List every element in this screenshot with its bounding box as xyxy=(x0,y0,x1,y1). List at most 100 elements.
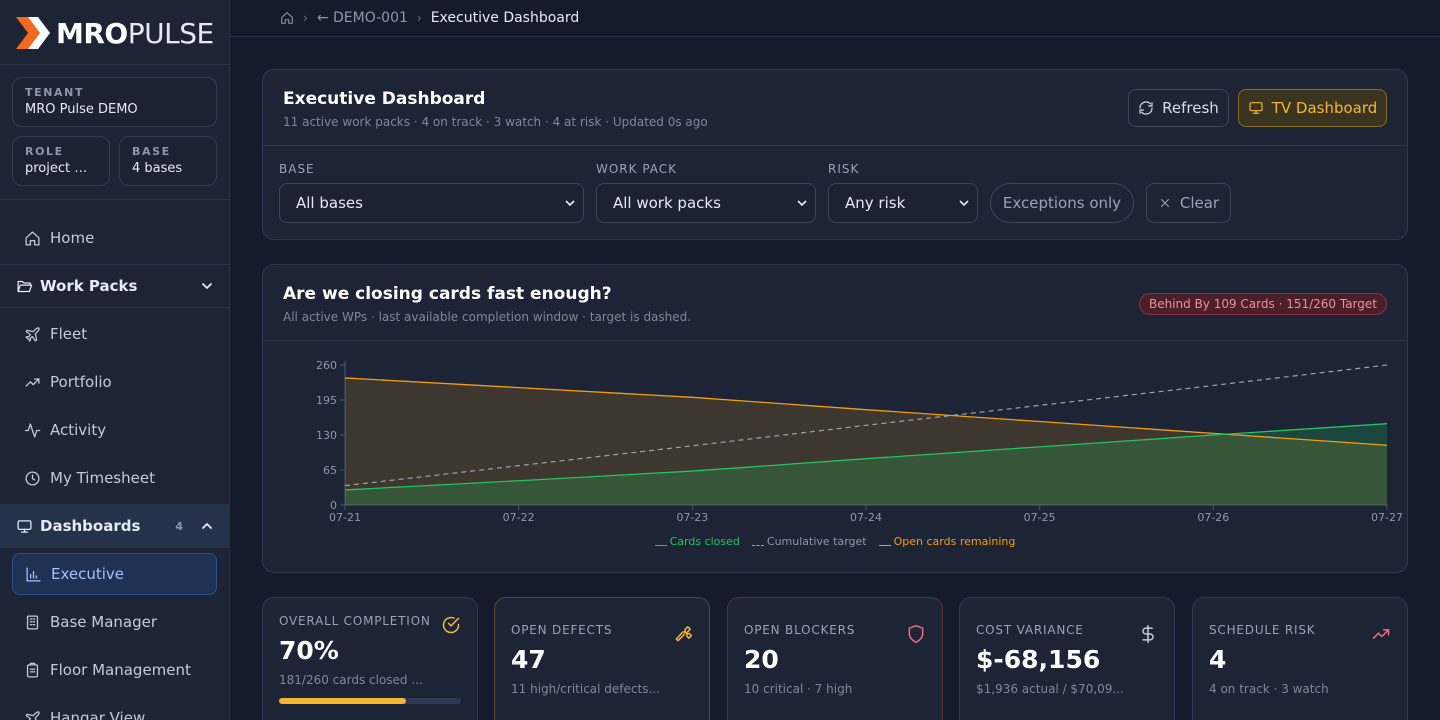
divider xyxy=(0,64,229,65)
x-tick-label: 07-24 xyxy=(850,511,882,524)
workpack-select[interactable]: All work packs xyxy=(596,183,816,223)
breadcrumb: › ← DEMO-001 › Executive Dashboard xyxy=(230,0,1440,37)
tenant-value: MRO Pulse DEMO xyxy=(25,102,138,117)
page-subtitle: 11 active work packs · 4 on track · 3 wa… xyxy=(283,115,708,129)
legend-label: Open cards remaining xyxy=(893,535,1016,548)
activity-icon xyxy=(24,422,41,438)
brand-logo[interactable]: MROPULSE xyxy=(16,16,214,50)
kpi-subtext: 4 on track · 3 watch xyxy=(1209,682,1329,696)
breadcrumb-back-link[interactable]: ← DEMO-001 xyxy=(316,10,408,26)
series-area-cards-closed xyxy=(345,423,1387,505)
trending-up-icon xyxy=(25,377,40,387)
base-select[interactable]: All bases xyxy=(279,183,584,223)
x-tick-label: 07-22 xyxy=(503,511,535,524)
base-select-value: All bases xyxy=(296,194,363,212)
nav-hangar-view[interactable]: Hangar View xyxy=(12,697,217,720)
chevron-down-icon xyxy=(797,200,807,207)
kpi-label: OPEN DEFECTS xyxy=(511,623,613,637)
kpi-value: 47 xyxy=(511,645,546,674)
brand-name: MROPULSE xyxy=(56,16,214,50)
chevron-down-icon xyxy=(565,200,575,207)
kpi-cost-variance[interactable]: COST VARIANCE $-68,156 $1,936 actual / $… xyxy=(959,597,1175,720)
building-icon xyxy=(26,614,39,630)
nav-timesheet[interactable]: My Timesheet xyxy=(12,457,217,499)
tenant-card[interactable]: TENANT MRO Pulse DEMO xyxy=(12,77,217,127)
nav-activity[interactable]: Activity xyxy=(12,409,217,451)
nav-activity-label: Activity xyxy=(50,421,107,439)
risk-select[interactable]: Any risk xyxy=(828,183,978,223)
divider xyxy=(0,199,229,200)
kpi-value: 70% xyxy=(279,636,339,665)
plane-icon xyxy=(25,710,40,720)
kpi-schedule-risk[interactable]: SCHEDULE RISK 4 4 on track · 3 watch xyxy=(1192,597,1408,720)
clock-icon xyxy=(25,470,40,486)
nav-section-dashboards[interactable]: Dashboards 4 xyxy=(0,504,229,548)
kpi-label: OPEN BLOCKERS xyxy=(744,623,856,637)
nav-portfolio[interactable]: Portfolio xyxy=(12,361,217,403)
completion-progress-fill xyxy=(279,698,407,704)
home-icon[interactable] xyxy=(280,11,294,25)
role-value: project m... xyxy=(25,161,97,176)
workpack-select-value: All work packs xyxy=(613,194,721,212)
kpi-label: COST VARIANCE xyxy=(976,623,1084,637)
bar-chart-icon xyxy=(26,566,41,582)
legend-cards-closed[interactable]: Cards closed xyxy=(654,535,740,548)
burndown-chart-panel: Are we closing cards fast enough? All ac… xyxy=(262,264,1408,573)
chart-title: Are we closing cards fast enough? xyxy=(283,284,612,304)
base-card[interactable]: BASE 4 bases xyxy=(119,136,217,186)
tenant-label: TENANT xyxy=(25,86,85,99)
refresh-icon xyxy=(1139,101,1153,115)
legend-swatch xyxy=(654,545,667,546)
breadcrumb-separator: › xyxy=(416,11,422,25)
refresh-button[interactable]: Refresh xyxy=(1128,89,1229,127)
tv-dashboard-label: TV Dashboard xyxy=(1271,99,1378,117)
legend-cumulative-target[interactable]: Cumulative target xyxy=(751,535,867,548)
wrench-icon xyxy=(675,626,693,642)
nav-fleet[interactable]: Fleet xyxy=(12,313,217,355)
exceptions-only-toggle[interactable]: Exceptions only xyxy=(990,183,1134,223)
nav-timesheet-label: My Timesheet xyxy=(50,469,155,487)
tv-dashboard-button[interactable]: TV Dashboard xyxy=(1238,89,1387,127)
x-tick-label: 07-27 xyxy=(1371,511,1403,524)
kpi-label: SCHEDULE RISK xyxy=(1209,623,1316,637)
chevron-down-icon xyxy=(202,283,212,289)
chart-legend: Cards closed Cumulative target Open card… xyxy=(263,535,1407,548)
chevron-up-icon xyxy=(202,523,212,529)
kpi-subtext: 11 high/critical defects... xyxy=(511,682,660,696)
chevron-down-icon xyxy=(959,200,969,207)
nav-home[interactable]: Home xyxy=(12,217,217,259)
nav-section-work-packs[interactable]: Work Packs xyxy=(0,264,229,308)
divider xyxy=(263,145,1407,146)
legend-swatch xyxy=(878,545,891,546)
monitor-icon xyxy=(17,519,32,533)
nav-portfolio-label: Portfolio xyxy=(50,373,112,391)
completion-progress-track xyxy=(279,698,461,704)
nav-work-packs-label: Work Packs xyxy=(40,277,138,295)
breadcrumb-current: Executive Dashboard xyxy=(430,10,580,26)
behind-target-badge: Behind By 109 Cards · 151/260 Target xyxy=(1138,293,1387,315)
home-icon xyxy=(25,230,40,246)
legend-label: Cumulative target xyxy=(766,535,867,548)
x-tick-label: 07-21 xyxy=(329,511,361,524)
kpi-label: OVERALL COMPLETION xyxy=(279,614,431,628)
nav-floor-management[interactable]: Floor Management xyxy=(12,649,217,691)
close-icon xyxy=(1160,198,1169,208)
role-card[interactable]: ROLE project m... xyxy=(12,136,110,186)
x-tick-label: 07-26 xyxy=(1197,511,1229,524)
kpi-open-blockers[interactable]: OPEN BLOCKERS 20 10 critical · 7 high xyxy=(727,597,943,720)
kpi-subtext: 10 critical · 7 high xyxy=(744,682,853,696)
clear-filters-button[interactable]: Clear xyxy=(1146,183,1231,223)
x-tick-label: 07-25 xyxy=(1024,511,1056,524)
nav-executive[interactable]: Executive xyxy=(12,553,217,595)
nav-floor-management-label: Floor Management xyxy=(50,661,191,679)
y-tick-label: 0 xyxy=(330,499,337,512)
nav-base-manager[interactable]: Base Manager xyxy=(12,601,217,643)
legend-open-remaining[interactable]: Open cards remaining xyxy=(878,535,1016,548)
breadcrumb-separator: › xyxy=(303,11,308,25)
plane-icon xyxy=(25,326,40,342)
role-label: ROLE xyxy=(25,145,64,158)
clear-filters-label: Clear xyxy=(1179,194,1220,212)
kpi-open-defects[interactable]: OPEN DEFECTS 47 11 high/critical defects… xyxy=(494,597,710,720)
kpi-overall-completion[interactable]: OVERALL COMPLETION 70% 181/260 cards clo… xyxy=(262,597,478,720)
